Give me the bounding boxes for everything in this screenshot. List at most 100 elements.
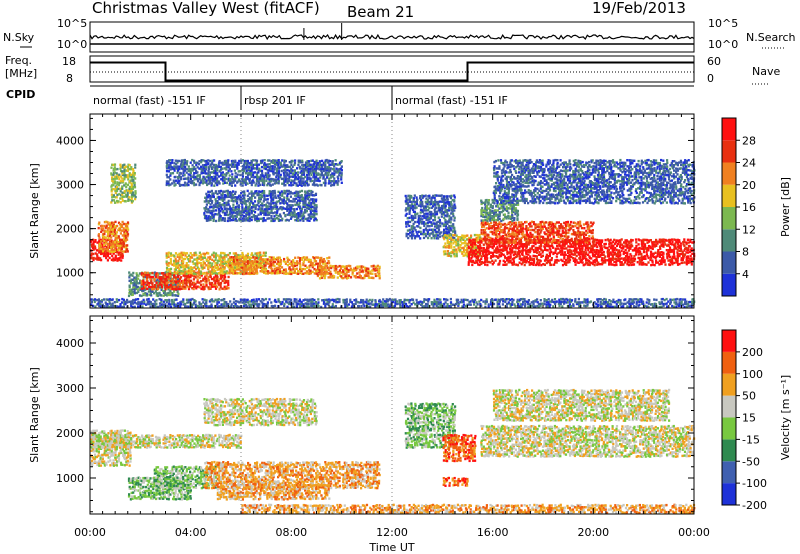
range-cell <box>444 250 447 253</box>
range-cell <box>117 235 120 238</box>
range-cell <box>250 262 253 265</box>
range-cell <box>439 225 442 228</box>
range-cell <box>130 292 133 296</box>
range-cell <box>165 270 168 274</box>
range-cell <box>416 233 419 236</box>
range-cell <box>223 190 226 193</box>
range-cell <box>576 239 579 242</box>
range-cell <box>219 270 222 273</box>
range-cell <box>405 221 408 224</box>
range-cell <box>155 279 158 282</box>
range-cell <box>193 183 196 187</box>
range-cell <box>274 270 277 273</box>
range-cell <box>177 287 180 291</box>
range-cell <box>125 226 128 229</box>
range-cell <box>214 277 217 281</box>
range-cell <box>283 179 286 183</box>
range-cell <box>266 209 269 212</box>
range-cell <box>476 234 479 237</box>
range-cell <box>173 273 176 277</box>
range-cell <box>198 272 201 275</box>
range-cell <box>219 254 222 257</box>
range-cell <box>311 198 314 201</box>
range-cell <box>211 285 214 288</box>
range-cell <box>319 258 322 262</box>
range-cell <box>300 211 303 215</box>
range-cell <box>102 238 105 241</box>
range-cell <box>150 290 153 293</box>
range-cell <box>324 268 327 271</box>
range-cell <box>119 175 122 178</box>
range-cell <box>291 169 294 172</box>
range-cell <box>119 229 122 232</box>
range-cell <box>122 227 125 230</box>
range-cell <box>257 180 260 183</box>
range-cell <box>208 199 212 202</box>
range-cell <box>259 256 263 259</box>
range-cell <box>412 233 415 236</box>
range-cell <box>322 167 325 171</box>
range-cell <box>169 254 173 257</box>
range-cell <box>532 239 535 242</box>
range-cell <box>184 165 187 169</box>
range-cell <box>121 199 124 202</box>
range-cell <box>286 192 290 195</box>
range-cell <box>313 272 316 275</box>
range-cell <box>599 253 602 256</box>
range-cell <box>423 212 426 216</box>
range-cell <box>241 214 244 217</box>
range-cell <box>339 171 342 174</box>
range-cell <box>220 219 223 222</box>
range-cell <box>273 219 276 222</box>
range-cell <box>295 197 298 200</box>
range-cell <box>205 172 208 175</box>
range-cell <box>254 262 257 265</box>
range-cell <box>183 181 187 184</box>
range-cell <box>94 257 97 260</box>
range-cell <box>226 264 230 267</box>
range-cell <box>127 222 130 226</box>
range-cell <box>97 226 100 230</box>
range-cell <box>602 259 605 263</box>
range-cell <box>430 221 433 224</box>
range-cell <box>307 202 310 205</box>
range-cell <box>516 254 519 258</box>
noise-left-tick-top: 10^5 <box>57 17 87 30</box>
range-cell <box>244 202 247 205</box>
range-cell <box>277 258 280 261</box>
range-cell <box>411 228 414 231</box>
range-cell <box>225 260 228 263</box>
range-cell <box>453 196 456 199</box>
range-cell <box>308 272 311 275</box>
range-cell <box>105 249 108 253</box>
range-cell <box>639 261 642 264</box>
range-cell <box>205 161 208 164</box>
range-cell <box>250 190 253 193</box>
range-cell <box>298 207 302 210</box>
range-cell <box>411 225 415 228</box>
range-cell <box>169 172 172 175</box>
range-cell <box>325 271 328 274</box>
range-cell <box>236 260 239 263</box>
range-cell <box>308 195 311 199</box>
range-cell <box>266 163 269 166</box>
range-cell <box>180 161 183 164</box>
range-cell <box>276 217 279 220</box>
range-cell <box>592 259 595 263</box>
range-cell <box>174 183 177 186</box>
range-cell <box>178 184 182 187</box>
range-cell <box>450 244 453 247</box>
range-cell <box>98 258 101 261</box>
range-cell <box>342 269 345 272</box>
range-cell <box>293 163 296 167</box>
range-cell <box>165 182 168 185</box>
range-cell <box>307 213 310 216</box>
range-cell <box>256 193 259 197</box>
range-cell <box>268 271 271 274</box>
range-cell <box>246 182 249 185</box>
range-cell <box>354 274 357 278</box>
range-cell <box>217 283 220 286</box>
range-cell <box>227 166 230 169</box>
range-cell <box>209 198 212 201</box>
range-cell <box>304 163 307 167</box>
